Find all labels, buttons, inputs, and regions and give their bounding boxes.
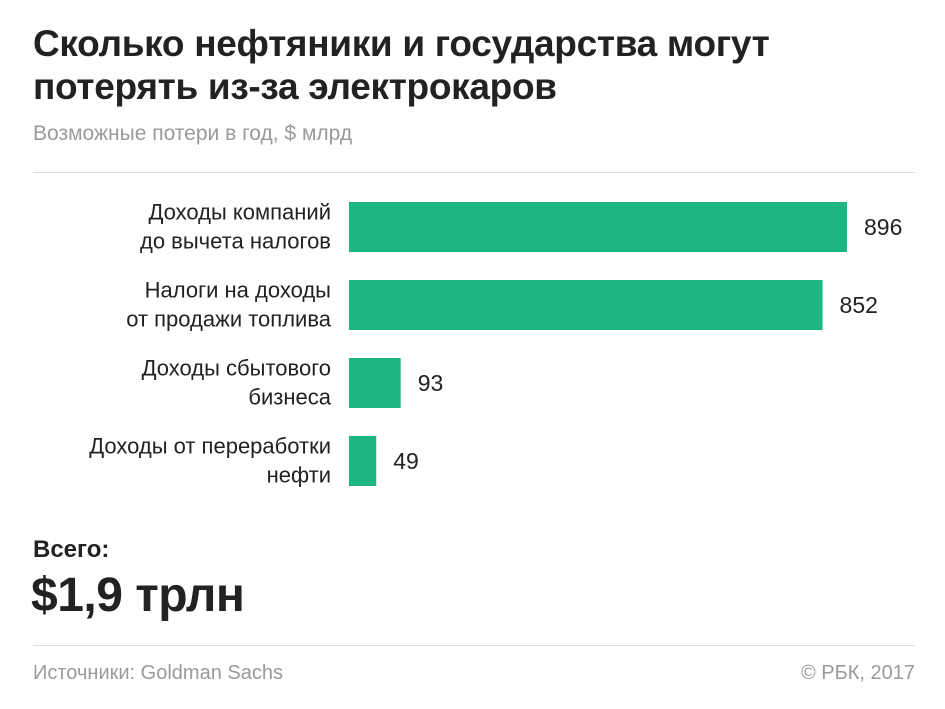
category-label-line: Налоги на доходы — [145, 278, 331, 303]
chart-title-line-2: потерять из-за электрокаров — [33, 66, 557, 107]
category-label-line: Доходы сбытового — [142, 356, 331, 381]
category-label: Доходы сбытового бизнеса — [142, 356, 332, 410]
chart-title-line-1: Сколько нефтяники и государства могут — [33, 23, 770, 64]
bar — [349, 280, 823, 330]
value-label: 93 — [418, 370, 444, 396]
category-label: Доходы компаний до вычета налогов — [140, 200, 331, 254]
bar — [349, 436, 377, 486]
bar-chart: Доходы компаний до вычета налогов 896 Налог… — [89, 200, 902, 488]
category-label-line: до вычета налогов — [140, 229, 331, 254]
bar — [349, 202, 847, 252]
chart-subtitle: Возможные потери в год, $ млрд — [33, 122, 353, 145]
value-label: 49 — [393, 448, 419, 474]
copyright-text: © РБК, 2017 — [800, 662, 915, 684]
chart-title: Сколько нефтяники и государства могут по… — [33, 22, 913, 108]
value-label: 852 — [840, 292, 878, 318]
total-value: $1,9 трлн — [31, 569, 245, 622]
category-label: Доходы от переработки нефти — [89, 434, 331, 488]
category-label-line: Доходы от переработки — [89, 434, 331, 459]
bar — [349, 358, 401, 408]
value-label: 896 — [864, 214, 902, 240]
category-label-line: от продажи топлива — [126, 307, 332, 332]
bottom-divider — [33, 645, 915, 646]
category-label-line: бизнеса — [248, 385, 331, 410]
category-label: Налоги на доходы от продажи топлива — [126, 278, 332, 332]
source-text: Источники: Goldman Sachs — [33, 662, 283, 684]
top-divider — [33, 172, 915, 173]
category-label-line: нефти — [267, 463, 331, 488]
category-label-line: Доходы компаний — [148, 200, 331, 225]
total-label: Всего: — [33, 536, 110, 563]
